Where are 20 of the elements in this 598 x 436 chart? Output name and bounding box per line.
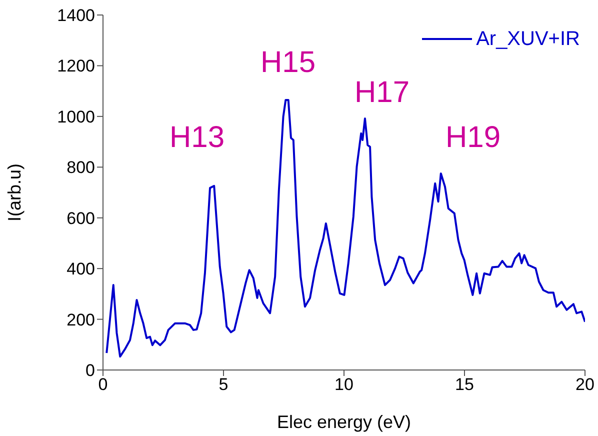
y-tick-label: 1400 — [57, 6, 95, 26]
legend-label: Ar_XUV+IR — [476, 28, 580, 50]
y-axis-title: I(arb.u) — [4, 163, 24, 222]
y-tick-label: 600 — [66, 208, 95, 228]
y-tick-label: 200 — [66, 310, 95, 330]
x-tick-label: 0 — [98, 375, 108, 394]
y-tick-label: 400 — [66, 260, 95, 279]
y-tick-label: 1200 — [57, 56, 95, 76]
y-tick-label: 1000 — [57, 107, 95, 126]
x-tick-label: 20 — [576, 375, 594, 394]
annotation: H19 — [445, 121, 501, 154]
x-tick-label: 10 — [334, 375, 354, 394]
y-tick-label: 0 — [86, 361, 95, 380]
annotation: H17 — [354, 76, 410, 109]
x-tick-label: 5 — [218, 375, 228, 394]
annotation: H13 — [169, 121, 225, 154]
annotation: H15 — [260, 46, 316, 79]
x-axis-title: Elec energy (eV) — [276, 412, 412, 432]
y-tick-label: 800 — [66, 158, 95, 178]
x-tick-label: 15 — [455, 375, 474, 394]
